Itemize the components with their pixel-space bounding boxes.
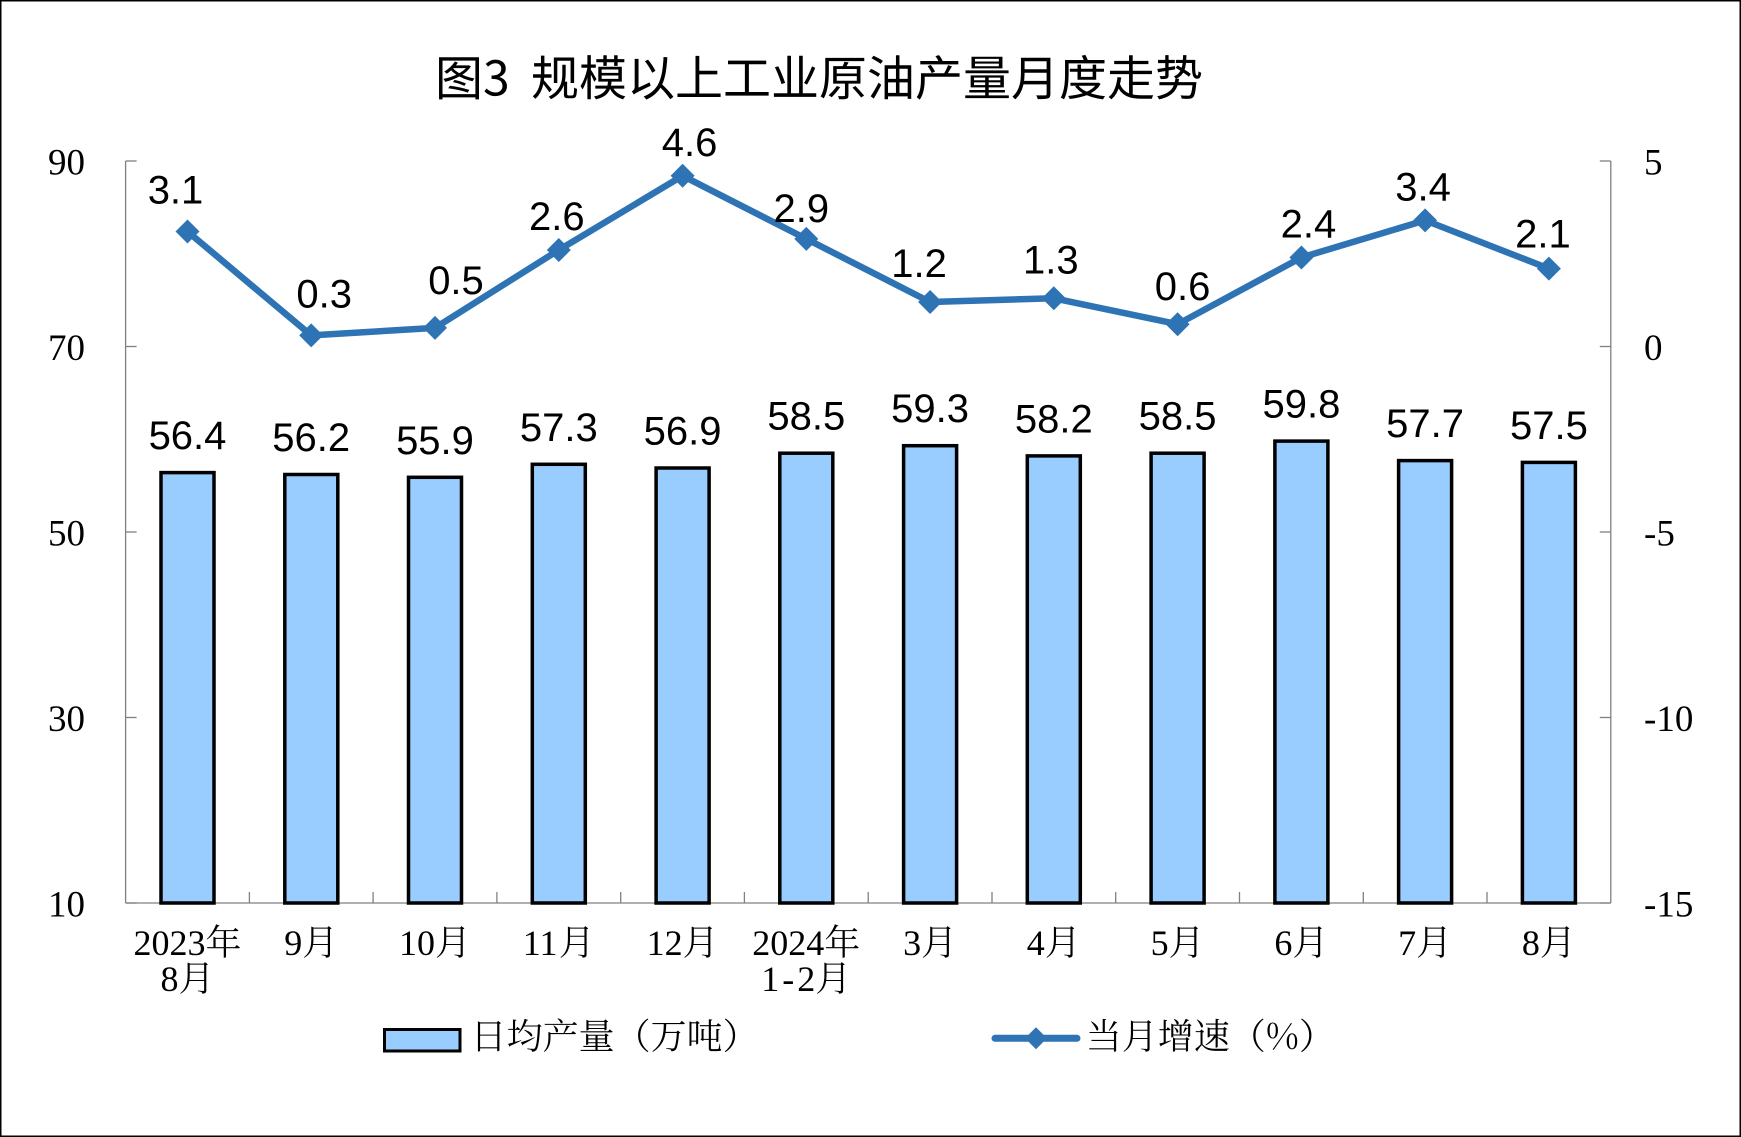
svg-text:2.1: 2.1 xyxy=(1515,213,1571,257)
svg-text:10: 10 xyxy=(48,885,85,926)
svg-text:3: 3 xyxy=(903,923,921,963)
svg-text:4.6: 4.6 xyxy=(662,121,718,165)
svg-text:2.6: 2.6 xyxy=(529,195,585,239)
svg-text:2.4: 2.4 xyxy=(1281,203,1337,247)
svg-text:0.5: 0.5 xyxy=(428,259,484,303)
svg-text:55.9: 55.9 xyxy=(396,419,474,463)
svg-text:3.1: 3.1 xyxy=(148,169,204,213)
svg-text:58.5: 58.5 xyxy=(1139,395,1217,439)
svg-text:6: 6 xyxy=(1274,923,1292,963)
svg-text:9: 9 xyxy=(284,923,302,963)
svg-text:5: 5 xyxy=(1644,143,1663,184)
svg-text:59.8: 59.8 xyxy=(1262,383,1340,427)
svg-text:8: 8 xyxy=(1522,923,1540,963)
svg-text:-15: -15 xyxy=(1644,885,1693,926)
svg-text:7: 7 xyxy=(1398,923,1416,963)
svg-text:1.2: 1.2 xyxy=(891,242,947,286)
svg-text:3.4: 3.4 xyxy=(1395,165,1451,209)
svg-text:10: 10 xyxy=(399,923,435,963)
svg-text:56.4: 56.4 xyxy=(149,414,227,458)
svg-text:0.6: 0.6 xyxy=(1155,265,1211,309)
svg-text:50: 50 xyxy=(48,514,85,555)
svg-text:5: 5 xyxy=(1151,923,1169,963)
svg-text:1-2: 1-2 xyxy=(761,959,815,999)
svg-text:56.9: 56.9 xyxy=(644,410,722,454)
svg-text:70: 70 xyxy=(48,328,85,369)
svg-text:56.2: 56.2 xyxy=(272,416,350,460)
svg-text:0: 0 xyxy=(1644,328,1663,369)
svg-text:30: 30 xyxy=(48,699,85,740)
svg-text:59.3: 59.3 xyxy=(891,387,969,431)
svg-text:12: 12 xyxy=(647,923,683,963)
svg-text:57.5: 57.5 xyxy=(1510,404,1588,448)
svg-text:57.7: 57.7 xyxy=(1386,402,1464,446)
svg-text:90: 90 xyxy=(48,143,85,184)
svg-text:4: 4 xyxy=(1027,923,1045,963)
svg-text:0.3: 0.3 xyxy=(296,272,352,316)
svg-text:1.3: 1.3 xyxy=(1023,238,1079,282)
svg-text:57.3: 57.3 xyxy=(520,406,598,450)
svg-text:2024: 2024 xyxy=(752,923,824,963)
svg-text:58.5: 58.5 xyxy=(767,395,845,439)
svg-text:-5: -5 xyxy=(1644,514,1675,555)
svg-text:11: 11 xyxy=(523,923,558,963)
svg-text:58.2: 58.2 xyxy=(1015,397,1093,441)
svg-text:8: 8 xyxy=(161,959,179,999)
svg-text:-10: -10 xyxy=(1644,699,1693,740)
svg-text:2023: 2023 xyxy=(134,923,206,963)
svg-text:2.9: 2.9 xyxy=(773,187,829,231)
